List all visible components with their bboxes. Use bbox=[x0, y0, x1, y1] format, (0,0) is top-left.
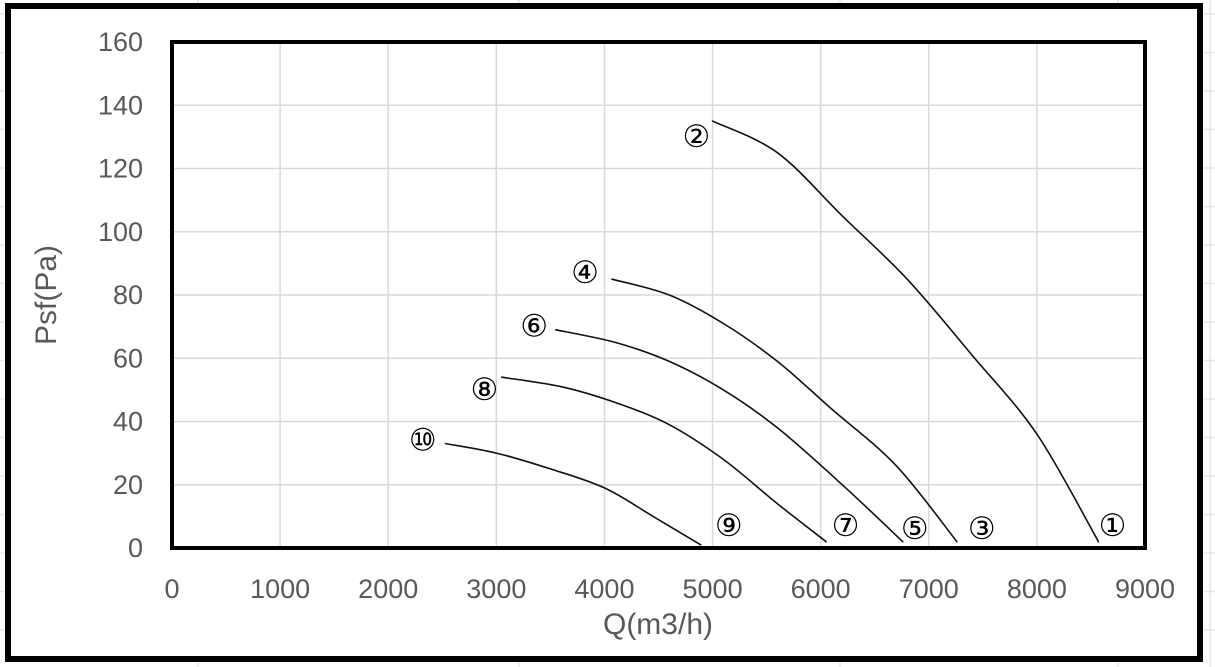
plot-gridlines bbox=[172, 42, 1145, 548]
curve-8-7 bbox=[500, 376, 827, 543]
y-tick-label: 60 bbox=[113, 343, 143, 373]
y-tick-label: 20 bbox=[113, 470, 143, 500]
y-tick-label: 140 bbox=[98, 90, 143, 120]
curve-label: ⑥ bbox=[520, 309, 548, 345]
curve-label: ⑧ bbox=[471, 372, 499, 408]
plot-area-border bbox=[170, 40, 1147, 550]
x-tick-label: 8000 bbox=[1007, 574, 1067, 604]
y-tick-label: 40 bbox=[113, 407, 143, 437]
curve-label: ① bbox=[1099, 508, 1127, 544]
y-tick-label: 80 bbox=[113, 280, 143, 310]
y-tick-label: 100 bbox=[98, 217, 143, 247]
x-tick-label: 6000 bbox=[791, 574, 851, 604]
y-axis-title: Psf(Pa) bbox=[30, 245, 63, 345]
axis-tick-labels: 0 1000 2000 3000 4000 5000 6000 7000 8000 9000 0 20… bbox=[98, 27, 1175, 604]
x-tick-label: 4000 bbox=[574, 574, 634, 604]
y-tick-label: 0 bbox=[128, 533, 143, 563]
curve-label: ⑨ bbox=[715, 508, 743, 544]
curve-label: ④ bbox=[571, 255, 599, 291]
x-axis-title: Q(m3/h) bbox=[603, 608, 713, 641]
y-tick-label: 120 bbox=[98, 154, 143, 184]
curve-label: ③ bbox=[968, 511, 996, 547]
x-tick-label: 0 bbox=[164, 574, 179, 604]
curve-label: ② bbox=[682, 119, 710, 155]
x-tick-label: 1000 bbox=[250, 574, 310, 604]
curve-6-5 bbox=[554, 328, 904, 543]
curve-2-1 bbox=[711, 120, 1100, 543]
x-tick-label: 2000 bbox=[358, 574, 418, 604]
x-tick-label: 9000 bbox=[1115, 574, 1175, 604]
curve-4-3 bbox=[611, 278, 958, 543]
y-tick-label: 160 bbox=[98, 27, 143, 57]
curve-label: ⑤ bbox=[901, 511, 929, 547]
curve-label: ⑩ bbox=[409, 422, 437, 458]
x-tick-label: 3000 bbox=[466, 574, 526, 604]
fan-curves bbox=[444, 120, 1100, 546]
curve-label: ⑦ bbox=[832, 508, 860, 544]
x-tick-label: 7000 bbox=[899, 574, 959, 604]
x-tick-label: 5000 bbox=[683, 574, 743, 604]
curve-10-9 bbox=[444, 442, 702, 546]
